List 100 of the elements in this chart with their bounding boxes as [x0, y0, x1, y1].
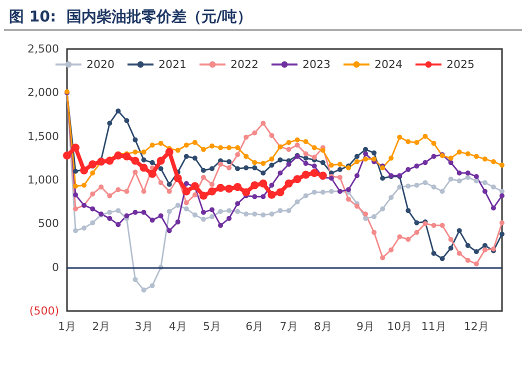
point [132, 150, 138, 155]
point [72, 144, 80, 152]
point [226, 216, 232, 221]
point [235, 152, 240, 158]
point [158, 213, 164, 218]
point [490, 205, 496, 210]
point [312, 154, 317, 160]
point [431, 250, 436, 256]
point [124, 118, 130, 124]
point [210, 166, 214, 172]
point [474, 178, 479, 184]
point [397, 134, 402, 140]
point [414, 140, 420, 145]
point [465, 170, 470, 176]
point [131, 156, 140, 165]
point [82, 226, 87, 231]
point [372, 230, 377, 235]
point [284, 179, 293, 188]
y-tick-label: 2,000 [28, 86, 59, 100]
point [200, 146, 206, 152]
x-tick-label: 5月 [203, 320, 221, 333]
point [244, 165, 249, 170]
point [116, 222, 121, 228]
point [252, 194, 258, 200]
point [286, 140, 292, 145]
x-tick-label: 2月 [92, 320, 110, 333]
point [235, 145, 240, 150]
point [318, 172, 327, 180]
point [422, 134, 428, 139]
point [132, 170, 138, 175]
point [190, 182, 199, 190]
point [414, 220, 420, 226]
x-tick-label: 6月 [246, 320, 264, 333]
point [474, 249, 479, 254]
point [175, 219, 180, 224]
point [414, 182, 420, 188]
point [166, 208, 172, 214]
point [372, 150, 377, 156]
point [124, 213, 130, 218]
point [422, 160, 428, 166]
point [346, 187, 351, 192]
y-tick-label: 0 [52, 260, 59, 274]
point [500, 220, 504, 226]
point [107, 210, 112, 215]
point [406, 184, 411, 189]
point [244, 154, 249, 159]
point [218, 162, 224, 167]
point [107, 216, 112, 221]
point [431, 140, 436, 146]
point [372, 214, 377, 220]
point [278, 157, 283, 162]
point [124, 188, 130, 194]
point [158, 140, 164, 146]
point [363, 216, 368, 221]
y-tick-label: 2,500 [28, 42, 59, 56]
point [210, 143, 214, 148]
point [182, 187, 190, 196]
point [141, 150, 146, 155]
point [158, 166, 164, 172]
point [354, 154, 360, 159]
point [200, 168, 206, 173]
point [440, 256, 445, 262]
point [218, 208, 224, 214]
point [140, 164, 148, 172]
point [456, 178, 462, 184]
point [235, 208, 240, 214]
point [166, 228, 172, 234]
point [252, 212, 258, 217]
point [184, 200, 189, 206]
point [116, 187, 121, 192]
point [320, 190, 326, 195]
point [286, 162, 292, 167]
point [482, 156, 488, 162]
point [250, 181, 259, 190]
point [226, 145, 232, 150]
x-tick-label: 4月 [168, 320, 187, 333]
point [465, 258, 470, 263]
point [448, 160, 454, 166]
point [82, 182, 87, 188]
legend-label: 2022 [230, 58, 259, 71]
point [456, 170, 462, 176]
point [269, 162, 274, 168]
y-tick-label: (500) [29, 304, 59, 318]
point [235, 201, 240, 206]
point [482, 247, 488, 252]
point [141, 210, 146, 215]
point [260, 120, 266, 126]
point [218, 145, 224, 150]
point [346, 196, 351, 202]
point [175, 202, 180, 208]
point [156, 156, 165, 165]
point [414, 164, 420, 169]
point [431, 222, 436, 228]
point [380, 176, 386, 181]
point [175, 148, 180, 153]
point [226, 208, 232, 214]
point [73, 206, 78, 212]
point [380, 255, 386, 260]
point [303, 193, 308, 198]
point [269, 182, 274, 188]
